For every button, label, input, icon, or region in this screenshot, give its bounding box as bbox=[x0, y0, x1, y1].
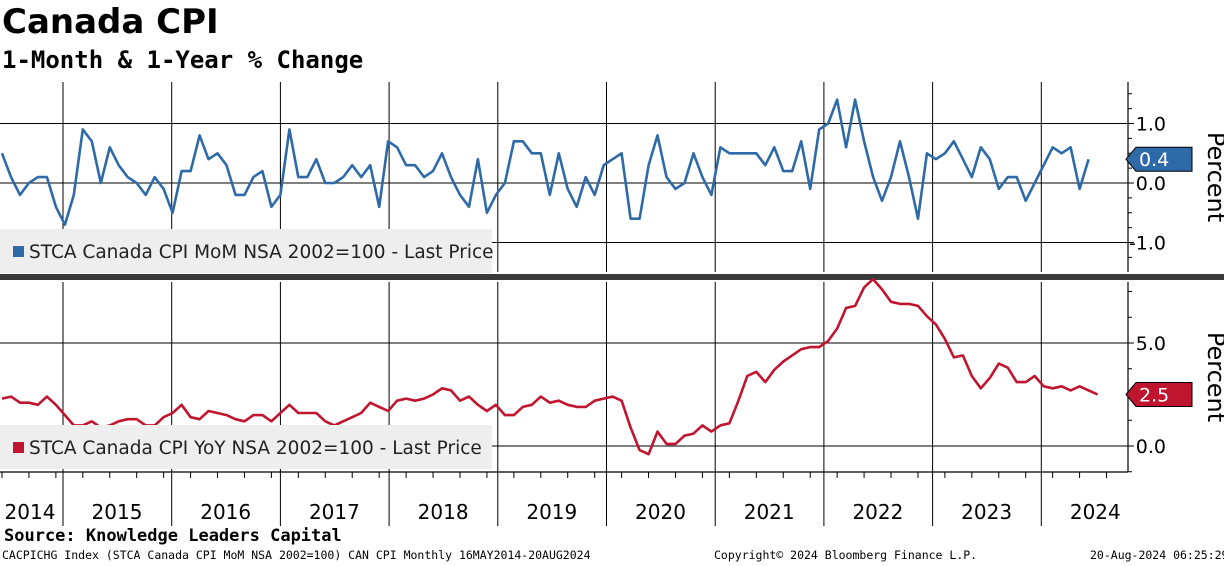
legend-label: STCA Canada CPI MoM NSA 2002=100 - Last … bbox=[29, 242, 494, 263]
last-value-label: 0.4 bbox=[1139, 149, 1169, 171]
page-subtitle: 1-Month & 1-Year % Change bbox=[2, 46, 364, 74]
y-tick-label: 5.0 bbox=[1136, 333, 1166, 355]
footer-timestamp: 20-Aug-2024 06:25:29 bbox=[1090, 548, 1224, 562]
panel-divider bbox=[0, 274, 1224, 280]
y-tick-label: -1.0 bbox=[1129, 233, 1166, 255]
legend-layer: STCA Canada CPI MoM NSA 2002=100 - Last … bbox=[0, 229, 494, 469]
x-year-label: 2014 bbox=[5, 500, 56, 524]
series-layer bbox=[0, 98, 1099, 456]
x-year-label: 2020 bbox=[635, 500, 686, 524]
legend-box bbox=[0, 425, 492, 469]
legend-swatch bbox=[13, 246, 24, 257]
yoy-series-line bbox=[1, 277, 1099, 456]
y-tick-label: 1.0 bbox=[1136, 114, 1166, 136]
y-axis-title: Percent bbox=[1202, 132, 1224, 222]
legend-swatch bbox=[13, 442, 24, 453]
footer-copyright: Copyright© 2024 Bloomberg Finance L.P. bbox=[714, 548, 978, 562]
legend-box bbox=[0, 229, 492, 273]
y-tick-label: 0.0 bbox=[1136, 436, 1166, 458]
legend-label: STCA Canada CPI YoY NSA 2002=100 - Last … bbox=[29, 438, 482, 459]
footer-meta: CACPICHG Index (STCA Canada CPI MoM NSA … bbox=[2, 548, 591, 562]
x-year-label: 2024 bbox=[1070, 500, 1121, 524]
page-title: Canada CPI bbox=[2, 2, 219, 42]
x-year-label: 2019 bbox=[526, 500, 577, 524]
source-label: Source: Knowledge Leaders Capital bbox=[4, 526, 342, 546]
y-axis-title: Percent bbox=[1202, 332, 1224, 422]
last-value-tag bbox=[1125, 146, 1193, 172]
x-year-label: 2022 bbox=[852, 500, 903, 524]
last-value-label: 2.5 bbox=[1139, 385, 1169, 407]
y-tick-label: 0.0 bbox=[1136, 173, 1166, 195]
x-year-label: 2015 bbox=[92, 500, 143, 524]
chart-area: 1.0 0.0 -1.0 0.4 Percent 5.0 0.0 2.5 Percent 2014… bbox=[0, 82, 1224, 526]
x-year-label: 2017 bbox=[309, 500, 360, 524]
x-year-label: 2021 bbox=[744, 500, 795, 524]
x-year-label: 2016 bbox=[200, 500, 251, 524]
mom-series-line bbox=[0, 98, 1090, 226]
axis-layer: 1.0 0.0 -1.0 0.4 Percent 5.0 0.0 2.5 Percent 2014… bbox=[0, 82, 1224, 524]
x-year-label: 2023 bbox=[961, 500, 1012, 524]
last-value-tag bbox=[1125, 382, 1193, 407]
x-year-label: 2018 bbox=[418, 500, 469, 524]
